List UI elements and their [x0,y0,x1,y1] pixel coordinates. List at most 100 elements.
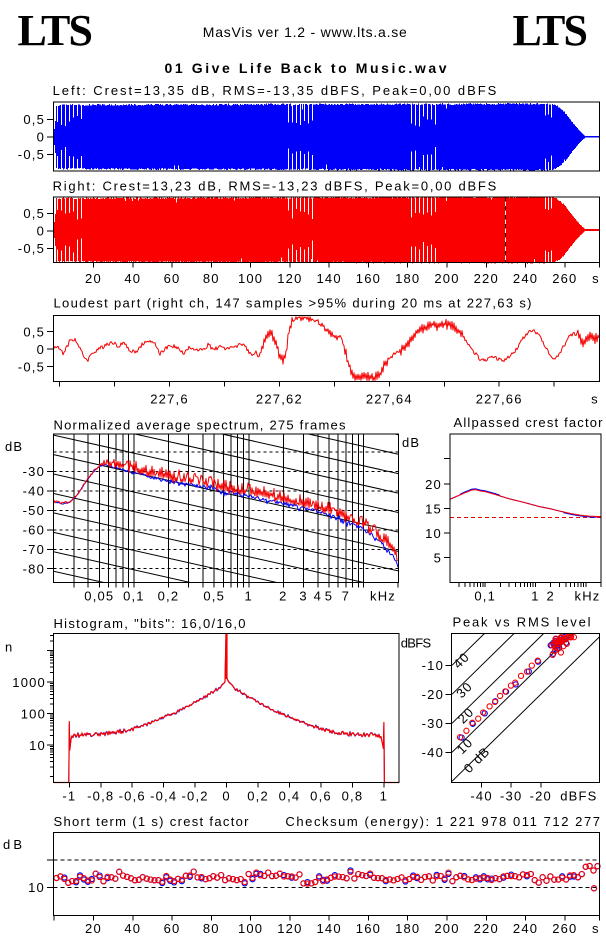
svg-text:227,64: 227,64 [366,392,413,407]
svg-text:MasVis ver 1.2 - www.lts.a.se: MasVis ver 1.2 - www.lts.a.se [203,24,407,40]
svg-text:200: 200 [434,921,459,936]
svg-text:20: 20 [85,921,102,936]
svg-text:2: 2 [279,589,287,604]
svg-text:100: 100 [238,921,263,936]
svg-text:-40: -40 [422,745,444,760]
svg-text:-0,2: -0,2 [182,789,209,804]
svg-text:7: 7 [342,589,350,604]
svg-text:10: 10 [29,738,46,753]
svg-text:1000: 1000 [12,675,46,690]
svg-text:-0,8: -0,8 [87,789,114,804]
svg-text:Checksum (energy): 1 221 978: Checksum (energy): 1 221 978 011 712 277 [285,814,600,829]
svg-text:-70: -70 [23,542,45,557]
svg-text:0,4: 0,4 [279,789,301,804]
svg-text:dB: dB [402,435,419,450]
svg-text:240: 240 [513,921,538,936]
svg-text:40: 40 [124,271,141,286]
svg-text:0: 0 [37,130,45,145]
svg-text:40: 40 [124,921,141,936]
svg-text:10: 10 [425,526,442,541]
svg-text:-0,5: -0,5 [18,359,45,374]
svg-text:Loudest part (right ch, 147 sa: Loudest part (right ch, 147 samples >95%… [54,295,532,310]
svg-text:-60: -60 [23,523,45,538]
svg-text:Histogram, "bits": 16,0/16,0: Histogram, "bits": 16,0/16,0 [54,616,246,631]
svg-text:Normalized average spectrum, 2: Normalized average spectrum, 275 frames [54,418,347,433]
svg-text:0,2: 0,2 [158,589,180,604]
svg-text:-50: -50 [23,503,45,518]
svg-text:1: 1 [531,589,539,604]
svg-text:dBFS: dBFS [401,635,432,650]
svg-text:5: 5 [325,589,333,604]
svg-text:260: 260 [552,921,577,936]
svg-text:80: 80 [203,271,220,286]
svg-text:5: 5 [434,550,442,565]
svg-text:Right: Crest=13,23 dB, RMS=-13: Right: Crest=13,23 dB, RMS=-13,23 dBFS, … [53,178,497,193]
svg-text:s: s [592,271,600,286]
svg-text:0: 0 [37,342,45,357]
svg-text:3: 3 [299,589,307,604]
svg-text:-80: -80 [23,561,45,576]
svg-text:0: 0 [222,789,230,804]
svg-text:s: s [592,921,600,936]
svg-text:kHz: kHz [575,589,601,604]
svg-text:180: 180 [395,921,420,936]
svg-text:160: 160 [356,921,381,936]
svg-text:Left: Crest=13,35 dB, RMS=-13,: Left: Crest=13,35 dB, RMS=-13,35 dBFS, P… [53,83,497,98]
svg-text:15: 15 [425,501,442,516]
svg-text:-20: -20 [422,687,444,702]
svg-text:-30: -30 [500,789,522,804]
svg-text:-30: -30 [23,464,45,479]
svg-text:-20: -20 [530,789,552,804]
svg-text:n: n [5,640,12,655]
svg-text:60: 60 [164,921,181,936]
svg-text:-30: -30 [422,716,444,731]
svg-text:120: 120 [277,921,302,936]
svg-text:0,5: 0,5 [203,589,225,604]
svg-text:100: 100 [238,271,263,286]
svg-text:0,1: 0,1 [474,589,496,604]
svg-text:-0,5: -0,5 [18,147,45,162]
svg-text:-40: -40 [470,789,492,804]
svg-text:0,5: 0,5 [23,112,45,127]
svg-text:-10: -10 [422,658,444,673]
svg-text:4: 4 [314,589,322,604]
svg-text:-0,4: -0,4 [150,789,177,804]
svg-text:227,66: 227,66 [476,392,523,407]
svg-text:60: 60 [164,271,181,286]
svg-text:120: 120 [277,271,302,286]
svg-text:240: 240 [513,271,538,286]
svg-text:227,6: 227,6 [150,392,189,407]
svg-text:0,2: 0,2 [247,789,269,804]
svg-text:80: 80 [203,921,220,936]
svg-text:140: 140 [317,921,342,936]
svg-text:20: 20 [85,271,102,286]
svg-text:LTS: LTS [18,6,94,55]
svg-text:s: s [591,392,599,407]
svg-text:kHz: kHz [370,589,396,604]
svg-text:dB: dB [5,439,22,454]
svg-text:dB: dB [3,837,22,852]
svg-text:0,5: 0,5 [23,324,45,339]
svg-text:0: 0 [37,224,45,239]
svg-text:220: 220 [474,271,499,286]
svg-text:LTS: LTS [513,6,589,55]
svg-text:01 Give Life Back to Music.wav: 01 Give Life Back to Music.wav [165,60,447,76]
svg-text:0,6: 0,6 [310,789,332,804]
svg-text:-0,6: -0,6 [119,789,146,804]
svg-text:0,5: 0,5 [23,206,45,221]
svg-text:0,05: 0,05 [84,589,114,604]
svg-text:260: 260 [552,271,577,286]
svg-text:0,1: 0,1 [123,589,145,604]
svg-text:1: 1 [380,789,388,804]
svg-text:160: 160 [356,271,381,286]
svg-text:Peak vs RMS level: Peak vs RMS level [453,615,591,630]
svg-text:200: 200 [434,271,459,286]
svg-text:Allpassed crest factor: Allpassed crest factor [454,415,604,430]
svg-text:-40: -40 [23,484,45,499]
svg-text:227,62: 227,62 [256,392,303,407]
svg-text:140: 140 [317,271,342,286]
svg-text:100: 100 [21,706,46,721]
svg-text:10: 10 [28,880,45,895]
svg-text:Short term (1 s) crest factor: Short term (1 s) crest factor [54,814,250,829]
svg-text:180: 180 [395,271,420,286]
